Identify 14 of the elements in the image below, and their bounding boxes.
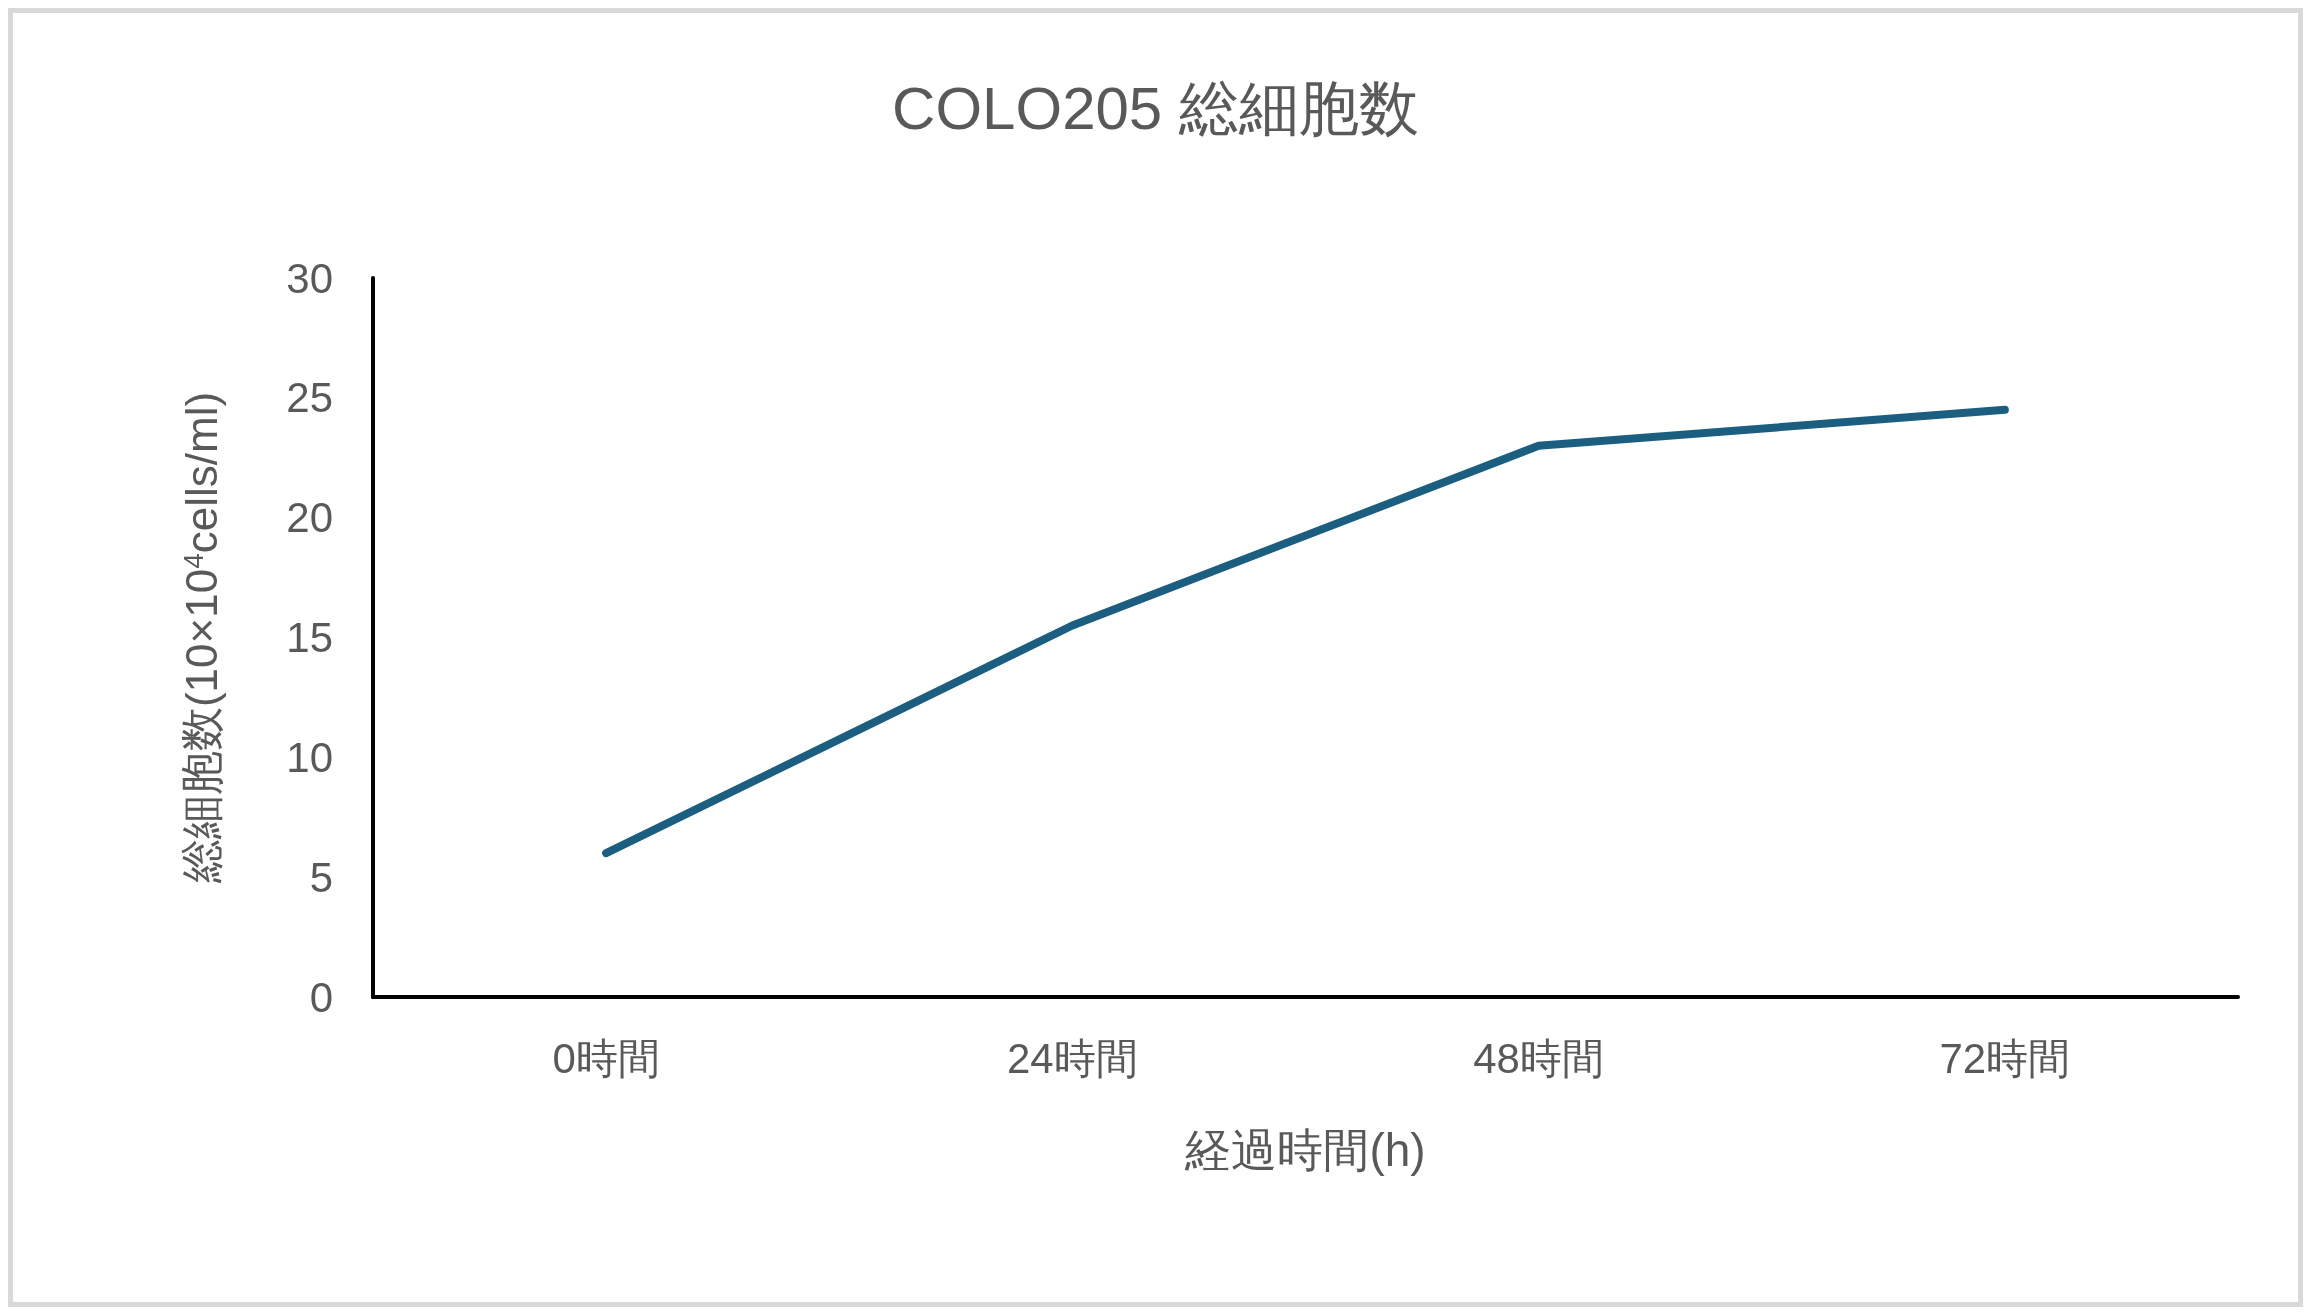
x-axis-title: 経過時間(h)	[1184, 1124, 1426, 1176]
y-axis-title: 総細胞数(10×104cells/ml)	[176, 391, 226, 885]
y-tick-label: 10	[286, 733, 333, 781]
x-tick-label: 24時間	[1007, 1034, 1138, 1082]
y-tick-label: 0	[309, 973, 333, 1021]
x-tick-label: 0時間	[552, 1034, 660, 1082]
chart-title: COLO205 総細胞数	[892, 74, 1419, 142]
y-tick-label: 20	[286, 494, 333, 542]
x-tick-label: 48時間	[1473, 1034, 1604, 1082]
y-tick-label: 30	[286, 254, 333, 302]
y-tick-label: 5	[309, 853, 333, 901]
y-tick-label: 15	[286, 614, 333, 661]
y-tick-label: 25	[286, 374, 333, 422]
x-tick-label: 72時間	[1939, 1034, 2071, 1082]
